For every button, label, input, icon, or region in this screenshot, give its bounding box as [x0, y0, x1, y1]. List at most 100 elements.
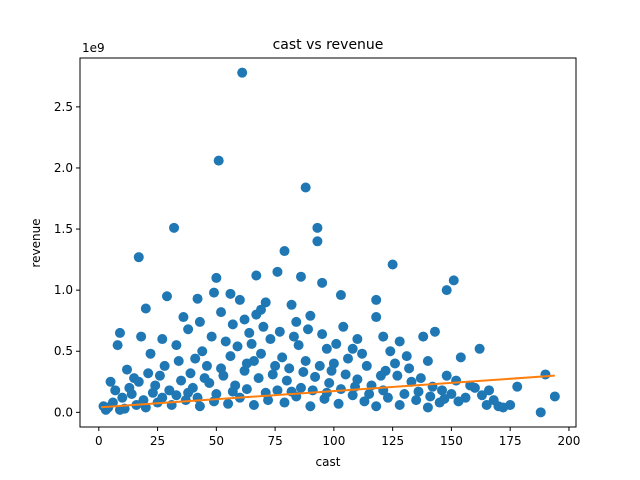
data-point [206, 331, 217, 342]
data-point [225, 351, 236, 362]
data-point [484, 385, 495, 396]
data-point [117, 392, 128, 403]
data-point [331, 338, 342, 349]
data-point [333, 398, 344, 409]
data-point [145, 348, 156, 359]
data-point [364, 389, 375, 400]
data-point [371, 312, 382, 323]
data-point [505, 400, 516, 411]
data-point [392, 370, 403, 381]
data-point [208, 287, 219, 298]
x-tick-label: 75 [267, 434, 282, 448]
data-point [465, 380, 476, 391]
data-point [385, 346, 396, 357]
points-layer [98, 67, 560, 418]
data-point [260, 297, 271, 308]
data-point [453, 396, 464, 407]
data-point [192, 293, 203, 304]
data-point [157, 334, 168, 345]
data-point [157, 392, 168, 403]
data-point [220, 336, 231, 347]
data-point [161, 291, 172, 302]
data-point [413, 386, 424, 397]
data-point [274, 326, 285, 337]
y-tick-label: 2.5 [54, 100, 73, 114]
data-point [448, 275, 459, 286]
data-point [286, 299, 297, 310]
data-point [394, 336, 405, 347]
data-point [244, 327, 255, 338]
data-point [265, 334, 276, 345]
data-point [317, 277, 328, 288]
data-point [312, 222, 323, 233]
data-point [136, 331, 147, 342]
data-point [277, 352, 288, 363]
data-point [549, 391, 560, 402]
trend-line [101, 374, 555, 409]
plot-frame [79, 57, 577, 428]
data-point [303, 324, 314, 335]
data-point [194, 316, 205, 327]
data-point [279, 246, 290, 257]
data-point [237, 67, 248, 78]
data-point [114, 327, 125, 338]
data-point [429, 326, 440, 337]
data-point [147, 387, 158, 398]
data-point [415, 373, 426, 384]
data-point [401, 351, 412, 362]
x-tick-label: 200 [557, 434, 580, 448]
data-point [406, 376, 417, 387]
data-point [246, 338, 257, 349]
data-point [481, 400, 492, 411]
data-point [411, 395, 422, 406]
data-point [390, 358, 400, 369]
x-tick-label: 125 [381, 434, 404, 448]
data-point [227, 386, 238, 397]
data-point [216, 307, 227, 318]
data-point [258, 321, 269, 332]
data-point [194, 401, 205, 412]
data-point [375, 370, 386, 381]
data-point [143, 368, 154, 379]
data-point [441, 370, 452, 381]
y-axis-ticks: 0.0 0.5 1.0 1.5 2.0 2.5 [54, 100, 80, 419]
data-point [317, 329, 328, 340]
y-tick-label: 1.5 [54, 222, 73, 236]
data-point [133, 252, 144, 263]
data-point [154, 370, 165, 381]
x-axis-ticks: 0 25 50 75 100 125 150 175 200 [95, 427, 580, 448]
data-point [199, 373, 210, 384]
data-point [171, 390, 182, 401]
data-point [371, 294, 382, 305]
data-point [474, 343, 485, 354]
data-point [267, 369, 278, 380]
data-point [232, 341, 243, 352]
data-point [256, 348, 266, 359]
data-point [256, 304, 266, 315]
data-point [394, 400, 405, 411]
data-point [439, 393, 450, 404]
data-point [324, 378, 335, 389]
data-point [314, 360, 325, 371]
data-point [178, 312, 189, 323]
data-point [540, 369, 551, 380]
data-point [338, 321, 349, 332]
x-tick-label: 150 [440, 434, 463, 448]
x-tick-label: 50 [209, 434, 224, 448]
y-tick-label: 0.5 [54, 344, 73, 358]
data-point [352, 334, 363, 345]
data-point [185, 368, 196, 379]
data-point [253, 373, 264, 384]
trend-layer [101, 374, 555, 409]
data-point [293, 340, 304, 351]
data-point [281, 375, 292, 386]
data-point [227, 319, 238, 330]
data-point [535, 407, 546, 418]
data-point [239, 314, 250, 325]
data-point [378, 331, 389, 342]
data-point [171, 340, 182, 351]
data-point [446, 389, 457, 400]
data-point [422, 356, 433, 367]
data-point [422, 402, 433, 413]
data-point [455, 352, 466, 363]
